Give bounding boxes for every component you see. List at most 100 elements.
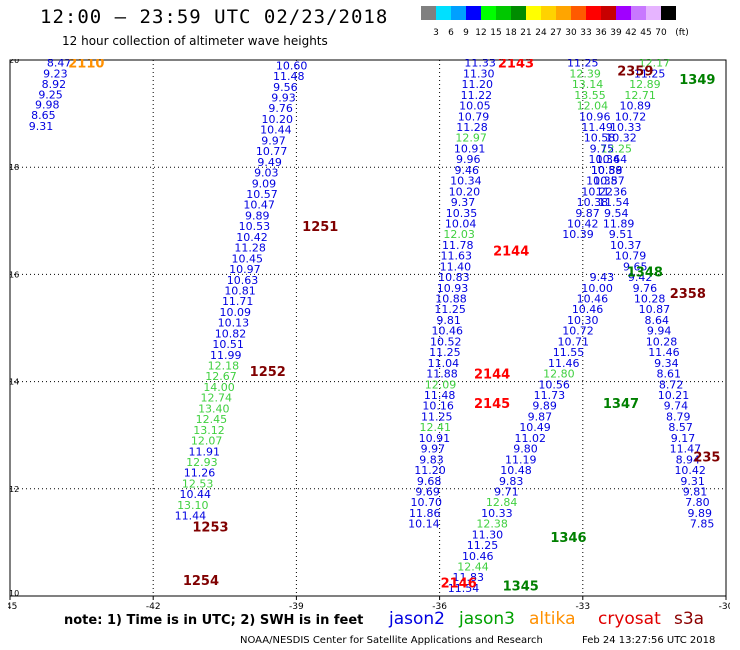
wave-height-value: 10.46 (431, 325, 463, 338)
wave-height-value: 10.46 (577, 293, 609, 306)
legend-jason2: jason2 (389, 609, 445, 629)
wave-height-value: 12.89 (629, 78, 661, 91)
wave-height-value: 10.38 (586, 175, 618, 188)
wave-height-value: 9.81 (436, 314, 461, 327)
colorbar-tick-label: 12 (475, 28, 487, 38)
wave-height-value: 9.31 (29, 120, 54, 133)
wave-height-value: 10.46 (572, 303, 604, 316)
wave-height-value: 9.17 (671, 432, 696, 445)
wave-height-value: 12.74 (200, 392, 232, 405)
x-tick-label: -39 (289, 602, 304, 611)
wave-height-value: 10.32 (605, 132, 637, 145)
wave-height-value: 10.46 (462, 550, 494, 563)
wave-height-value: 12.03 (443, 228, 475, 241)
wave-height-value: 10.49 (519, 421, 551, 434)
wave-height-value: 10.35 (446, 207, 478, 220)
colorbar-tick-label: 39 (610, 28, 622, 38)
wave-height-value: 11.25 (421, 410, 453, 423)
colorbar-swatch (436, 6, 451, 20)
wave-height-value: 10.81 (224, 284, 256, 297)
wave-height-value: 12.45 (196, 413, 228, 426)
colorbar-swatch (661, 6, 676, 20)
wave-height-value: 9.71 (494, 485, 519, 498)
wave-height-value: 10.51 (212, 338, 244, 351)
map-title: 12:00 – 23:59 UTC 02/23/2018 (40, 6, 389, 28)
wave-height-value: 11.26 (184, 467, 216, 480)
wave-height-value: 10.42 (567, 217, 599, 230)
wave-height-value: 9.65 (623, 260, 648, 273)
wave-height-value: 11.33 (464, 59, 496, 70)
colorbar-swatch (541, 6, 556, 20)
wave-height-value: 11.25 (429, 346, 461, 359)
wave-height-value: 13.10 (177, 499, 209, 512)
wave-height-value: 8.72 (659, 378, 684, 391)
wave-height-value: 9.81 (683, 485, 708, 498)
wave-height-value: 11.22 (461, 89, 493, 102)
wave-height-value: 11.86 (409, 507, 441, 520)
wave-height-value: 8.94 (676, 453, 701, 466)
wave-height-value: 9.09 (252, 177, 277, 190)
wave-height-value: 10.21 (658, 389, 690, 402)
wave-height-value: 9.42 (628, 271, 653, 284)
wave-height-value: 10.53 (239, 220, 271, 233)
wave-height-value: 12.53 (182, 477, 214, 490)
wave-height-value: 10.58 (584, 132, 616, 145)
wave-height-value: 12.17 (639, 59, 671, 70)
pass-number-label: 1347 (603, 397, 639, 412)
legend-jason3: jason3 (459, 609, 515, 629)
wave-height-value: 11.04 (428, 357, 460, 370)
wave-height-value: 13.40 (198, 402, 230, 415)
wave-height-value: 10.42 (674, 464, 706, 477)
wave-height-value: 9.76 (268, 102, 293, 115)
wave-height-value: 13.12 (193, 424, 225, 437)
wave-height-value: 9.51 (609, 228, 634, 241)
wave-height-value: 10.13 (218, 317, 250, 330)
wave-height-value: 10.20 (262, 113, 294, 126)
wave-height-value: 10.45 (231, 252, 263, 265)
colorbar-swatch (466, 6, 481, 20)
wave-height-value: 12.93 (186, 456, 218, 469)
wave-height-value: 10.09 (220, 306, 252, 319)
wave-height-value: 11.73 (534, 389, 566, 402)
wave-height-value: 9.97 (261, 134, 286, 147)
wave-height-value: 11.47 (670, 443, 702, 456)
wave-height-value: 10.44 (179, 488, 211, 501)
colorbar-tick-label: 6 (448, 28, 454, 38)
wave-height-value: 10.57 (246, 188, 278, 201)
wave-height-value: 14.00 (203, 381, 235, 394)
wave-height-value: 12.84 (486, 496, 518, 509)
x-tick-label: -42 (146, 602, 161, 611)
wave-height-value: 12.25 (600, 142, 632, 155)
wave-height-value: 10.83 (438, 271, 470, 284)
wave-height-value: 11.40 (440, 260, 472, 273)
wave-height-value: 9.76 (633, 282, 658, 295)
plot-frame (9, 59, 727, 597)
colorbar-tick-label: 30 (565, 28, 577, 38)
colorbar-tick-label: 33 (580, 28, 592, 38)
wave-height-value: 9.25 (38, 88, 63, 101)
wave-height-value: 12.67 (205, 370, 237, 383)
wave-height-value: 10.63 (227, 274, 259, 287)
wave-height-value: 11.28 (234, 242, 266, 255)
wave-height-value: 11.30 (472, 528, 504, 541)
wave-height-value: 11.55 (553, 346, 585, 359)
wave-height-value: 13.14 (572, 78, 604, 91)
wave-height-value: 11.99 (210, 349, 242, 362)
wave-height-value: 9.56 (273, 81, 298, 94)
wave-height-value: 10.79 (615, 250, 647, 263)
wave-height-value: 10.48 (500, 464, 532, 477)
wave-height-value: 9.96 (456, 153, 481, 166)
wave-height-value: 10.87 (639, 303, 671, 316)
x-tick-label: -33 (575, 602, 590, 611)
colorbar-swatch (496, 6, 511, 20)
pass-number-label: 1348 (627, 266, 663, 281)
wave-height-value: 10.34 (450, 175, 482, 188)
wave-height-value: 12.71 (624, 89, 656, 102)
colorbar-tick-label: 27 (550, 28, 562, 38)
wave-height-value: 11.25 (434, 303, 466, 316)
colorbar-swatch (571, 6, 586, 20)
wave-height-value: 10.33 (481, 507, 513, 520)
wave-height-value: 12.41 (420, 421, 452, 434)
wave-height-value: 9.43 (590, 271, 615, 284)
wave-height-value: 10.79 (458, 110, 490, 123)
